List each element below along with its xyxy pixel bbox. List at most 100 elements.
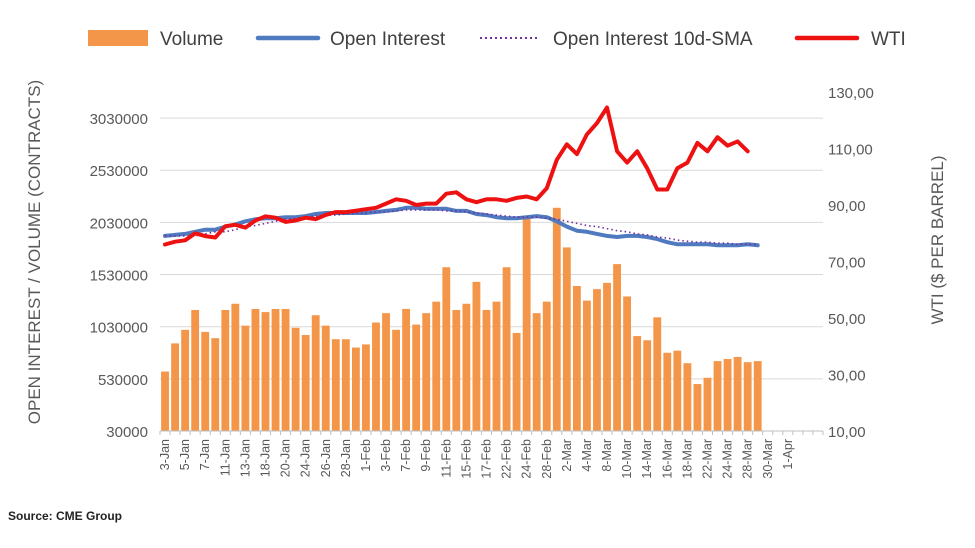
volume-bar: [562, 247, 571, 431]
volume-bar: [703, 377, 712, 431]
volume-bar: [753, 361, 762, 431]
x-tick-label: 28-Feb: [540, 439, 554, 479]
volume-bar: [181, 329, 190, 431]
volume-bar: [623, 296, 632, 431]
volume-bar: [603, 282, 611, 431]
y-left-tick-label: 2530000: [90, 163, 148, 180]
x-tick-label: 17-Feb: [479, 439, 493, 479]
volume-bar: [723, 359, 732, 431]
x-tick-label: 3-Jan: [158, 439, 172, 470]
volume-bar: [683, 363, 692, 431]
y-left-tick-label: 1530000: [90, 268, 148, 285]
x-tick-label: 28-Mar: [741, 439, 755, 479]
wti-line: [163, 105, 750, 247]
volume-bar: [613, 264, 621, 431]
legend-label: Volume: [160, 29, 223, 50]
x-tick-label: 24-Jan: [299, 439, 313, 477]
x-tick-label: 22-Mar: [700, 439, 714, 479]
y-right-tick-label: 30,00: [828, 368, 866, 385]
y-right-tick-label: 50,00: [828, 311, 866, 328]
volume-bars: [161, 207, 762, 431]
x-tick-label: 30-Mar: [761, 439, 775, 479]
x-tick-label: 20-Jan: [279, 439, 293, 477]
volume-bar: [512, 332, 521, 431]
volume-bar: [372, 322, 380, 431]
volume-bar: [673, 350, 682, 431]
volume-bar: [402, 308, 411, 431]
volume-bar: [583, 300, 591, 431]
x-tick-label: 11-Feb: [439, 439, 453, 478]
x-tick-label: 1-Feb: [359, 439, 373, 472]
volume-bar: [442, 267, 451, 431]
open-interest-sma-line: [165, 209, 758, 246]
volume-bar: [482, 310, 491, 431]
volume-bar: [331, 339, 340, 431]
legend: Volume Open Interest Open Interest 10d-SMA…: [88, 29, 906, 50]
y-right-tick-label: 90,00: [828, 198, 866, 215]
volume-bar: [382, 313, 390, 431]
y-left-tick-label: 3030000: [90, 111, 148, 128]
volume-bar: [693, 384, 702, 431]
x-tick-label: 11-Jan: [218, 439, 232, 476]
x-tick-label: 9-Feb: [419, 439, 433, 472]
y-axis-left-label: OPEN INTEREST / VOLUME (CONTRACTS): [25, 80, 44, 424]
x-tick-label: 18-Mar: [680, 439, 694, 479]
volume-bar: [341, 339, 350, 431]
volume-bar: [261, 312, 270, 431]
volume-bar: [412, 324, 421, 431]
volume-bar: [542, 301, 551, 431]
volume-bar: [432, 301, 441, 431]
y-right-tick-label: 110,00: [828, 142, 873, 159]
volume-bar: [291, 327, 300, 431]
y-left-tick-label: 2030000: [90, 215, 148, 232]
x-tick-label: 18-Jan: [258, 439, 272, 477]
x-tick-label: 1-Apr: [781, 439, 795, 470]
volume-bar: [201, 331, 210, 431]
volume-bar: [593, 289, 601, 431]
legend-label: Open Interest: [330, 29, 446, 50]
axis-ticks: 30000 530000 1030000 1530000 2030000 2530000 3…: [90, 85, 874, 479]
volume-bar: [492, 301, 501, 431]
volume-bar: [281, 308, 290, 431]
series-lines: [163, 105, 760, 248]
y-right-tick-label: 130,00: [828, 85, 874, 102]
legend-label: Open Interest 10d-SMA: [553, 29, 753, 50]
volume-bar: [301, 335, 310, 431]
volume-bar: [422, 313, 431, 431]
y-axis-right-label: WTI ($ PER BARREL): [928, 155, 947, 324]
y-left-tick-label: 30000: [106, 424, 148, 441]
x-tick-label: 3-Feb: [379, 439, 393, 472]
y-left-tick-label: 1030000: [90, 320, 148, 337]
volume-bar: [221, 310, 230, 431]
volume-bar: [472, 281, 481, 431]
open-interest-line: [163, 205, 760, 248]
x-tick-label: 10-Mar: [620, 439, 634, 479]
volume-bar: [251, 308, 260, 431]
legend-label: WTI: [871, 29, 906, 50]
volume-bar: [452, 310, 461, 431]
x-tick-label: 26-Jan: [319, 439, 333, 477]
volume-bar: [392, 329, 400, 431]
volume-bar: [311, 315, 320, 431]
legend-marker-volume: [88, 30, 148, 46]
volume-bar: [552, 207, 561, 431]
x-tick-label: 22-Feb: [500, 439, 514, 479]
volume-bar: [231, 303, 240, 431]
y-left-tick-label: 530000: [98, 372, 148, 389]
volume-bar: [522, 216, 531, 431]
volume-bar: [191, 310, 200, 431]
volume-bar: [502, 267, 511, 431]
volume-bar: [321, 325, 330, 431]
x-tick-label: 7-Feb: [399, 439, 413, 472]
x-tick-label: 13-Jan: [238, 439, 252, 477]
y-right-tick-label: 70,00: [828, 255, 866, 272]
x-tick-label: 14-Mar: [640, 439, 654, 479]
volume-bar: [241, 325, 250, 431]
volume-bar: [351, 347, 360, 431]
x-tick-label: 15-Feb: [459, 439, 473, 479]
x-tick-label: 24-Mar: [721, 439, 735, 479]
volume-bar: [211, 338, 220, 431]
volume-bar: [653, 317, 662, 431]
x-tick-label: 2-Mar: [560, 439, 574, 472]
